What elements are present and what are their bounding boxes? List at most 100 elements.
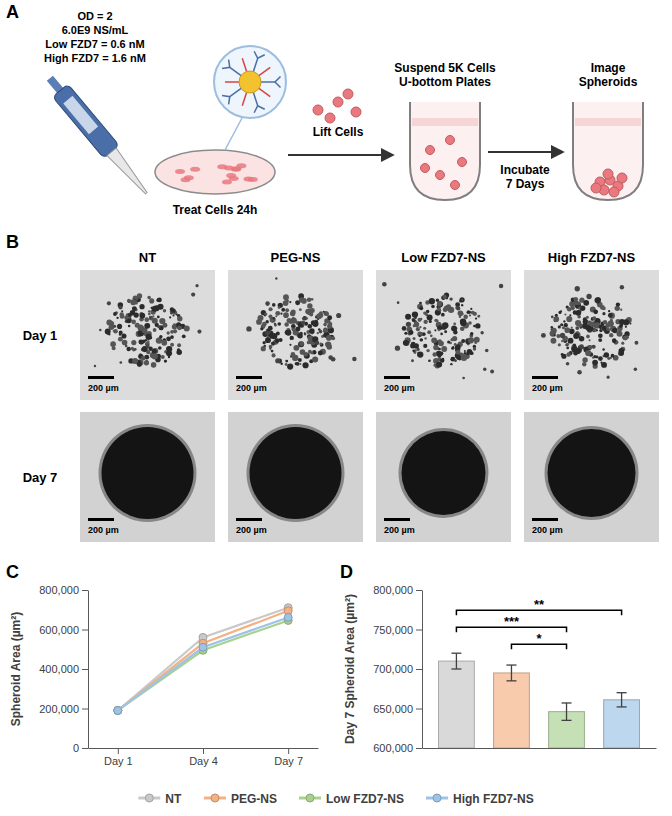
cell-clump [147, 340, 149, 342]
cell-clump [431, 337, 437, 343]
cell-clump [158, 346, 162, 350]
tick-label: 700,000 [373, 663, 413, 675]
loose-cell [125, 345, 128, 348]
loose-cell [118, 305, 122, 309]
tick-mark [288, 748, 289, 754]
cell-clump [434, 319, 437, 322]
cell-clump [416, 327, 420, 331]
cell-clump [569, 314, 571, 316]
cell-clump [438, 329, 440, 331]
tick-label: 200,000 [39, 703, 79, 715]
tick-mark [82, 630, 88, 631]
loose-cell [620, 285, 624, 289]
dish-cell [184, 175, 194, 180]
tick-mark [416, 669, 422, 670]
cell-clump [570, 330, 573, 333]
cell-clump [166, 350, 172, 356]
cell-clump [272, 303, 276, 307]
cell-clump [566, 316, 572, 322]
cell-clump [604, 328, 610, 334]
cell-clump [405, 314, 411, 320]
cell-clump [592, 360, 598, 366]
cell-clump [170, 343, 174, 347]
cell-clump [289, 301, 291, 303]
cell-clump [572, 344, 576, 348]
loose-cell [577, 370, 582, 375]
cell-clump [281, 308, 285, 312]
cell-clump [116, 317, 118, 319]
well-medium [412, 118, 478, 126]
peg-strand [259, 88, 270, 96]
cell-clump [606, 327, 610, 331]
cell-clump [600, 305, 605, 310]
cell-clump [135, 309, 137, 311]
error-bar-cap [562, 702, 572, 703]
loose-cell [302, 317, 305, 320]
loose-cell [607, 376, 610, 379]
cell-clump [417, 331, 422, 336]
cell-clump [153, 328, 157, 332]
cell-clump [123, 341, 125, 343]
tick-mark [416, 590, 422, 591]
cell-clump [124, 343, 126, 345]
cell-clump [285, 308, 289, 312]
micrograph [228, 270, 363, 400]
legend-label: High FZD7-NS [453, 792, 534, 806]
legend-marker [211, 794, 219, 802]
micrograph-background [524, 412, 659, 542]
scale-bar-label: 200 µm [532, 383, 563, 393]
y-axis: 0200,000400,000600,000800,000 [39, 584, 88, 754]
cell-clump [323, 311, 328, 316]
cell-clump [152, 318, 158, 324]
series-marker [199, 643, 207, 651]
loose-cell [107, 301, 111, 305]
cell-clump [561, 354, 566, 359]
cell-clump [323, 311, 325, 313]
cell-clump [429, 298, 435, 304]
loose-cell [275, 277, 277, 279]
tick-label: 750,000 [373, 624, 413, 636]
cell-clump [299, 308, 302, 311]
cell-clump [152, 306, 158, 312]
micrograph [376, 412, 511, 542]
cell-clump [128, 325, 130, 327]
tick-mark [416, 630, 422, 631]
cell-clump [265, 337, 271, 343]
step-arrow [288, 154, 392, 156]
cell-clump [158, 304, 164, 310]
loose-cell [395, 346, 400, 351]
panel-a: AOD = 26.0E9 NS/mLLow FZD7 = 0.6 nMHigh … [6, 2, 643, 217]
cell-clump [169, 316, 171, 318]
cell-clump [553, 316, 559, 322]
y-tick: 400,000 [39, 663, 88, 675]
series-marker [114, 706, 122, 714]
cell-clump [444, 330, 447, 333]
cell-clump [152, 349, 157, 354]
cell-clump [566, 352, 571, 357]
cell-clump [417, 304, 423, 310]
spheroid-halo [545, 426, 639, 520]
legend-item: NT [138, 792, 182, 806]
spheroid-cell [609, 187, 619, 197]
cell-clump [417, 349, 419, 351]
cell-clump [473, 347, 477, 351]
plot-marks [439, 653, 640, 748]
loose-cell [157, 325, 160, 328]
cell-clump [555, 314, 558, 317]
cell-clump [593, 309, 598, 314]
loose-cell [319, 330, 323, 334]
cell-clump [157, 298, 162, 303]
cell-clump [291, 352, 296, 357]
suspended-cell [446, 136, 455, 145]
series-line [118, 620, 288, 710]
error-bar-stem [511, 665, 512, 681]
antibody-icon [222, 60, 230, 69]
cell-clump [573, 351, 578, 356]
peg-strand [242, 92, 246, 105]
scale-bar [532, 518, 558, 521]
error-bar [617, 693, 627, 707]
micrograph-background [80, 412, 215, 542]
cell-clump [271, 353, 275, 357]
cell-clump [304, 353, 310, 359]
legend-label: Low FZD7-NS [326, 792, 404, 806]
